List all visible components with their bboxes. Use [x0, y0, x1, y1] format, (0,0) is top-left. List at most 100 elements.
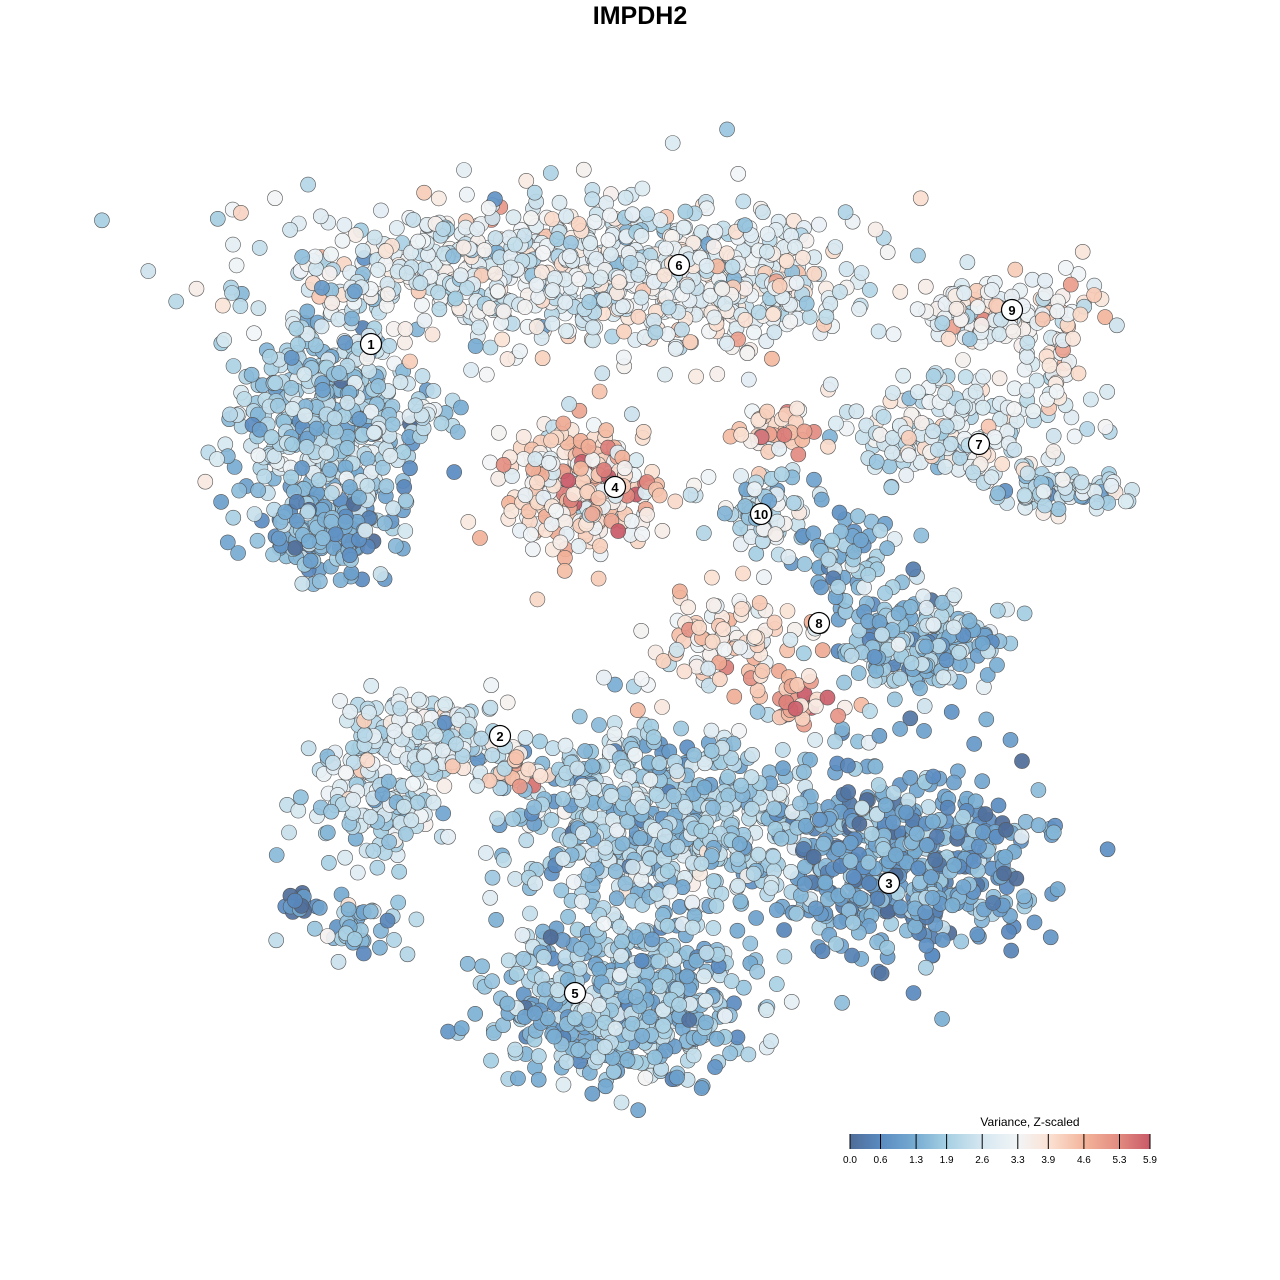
data-point [492, 780, 509, 797]
data-point [323, 485, 340, 501]
data-point [946, 857, 963, 873]
data-point [822, 376, 839, 393]
data-point [243, 366, 260, 383]
data-point [597, 1078, 614, 1095]
data-point [575, 825, 591, 842]
data-point [805, 849, 822, 865]
data-point [409, 794, 426, 811]
data-point [875, 409, 892, 425]
data-point [369, 859, 386, 876]
data-point [838, 261, 855, 277]
data-point [851, 301, 867, 317]
data-point [634, 799, 651, 815]
data-point [287, 540, 304, 556]
data-point [1034, 311, 1051, 328]
data-point [796, 876, 813, 892]
data-point [698, 258, 715, 274]
data-point [844, 947, 860, 964]
data-point [905, 561, 922, 578]
data-point [467, 1005, 484, 1022]
data-point [271, 530, 287, 547]
data-point [616, 323, 632, 340]
data-point [902, 710, 919, 727]
data-point [946, 587, 963, 604]
data-point [580, 866, 597, 883]
data-point [885, 785, 902, 801]
data-point [1037, 497, 1053, 514]
data-point [523, 526, 539, 543]
data-point [827, 733, 843, 750]
data-point [983, 469, 1000, 486]
data-point [472, 530, 488, 546]
data-point [1028, 372, 1045, 389]
data-point [571, 708, 588, 725]
points-layer [94, 121, 1140, 1118]
data-point [1073, 474, 1090, 491]
data-point [873, 965, 890, 982]
data-point [913, 527, 930, 544]
data-point [459, 723, 475, 739]
data-point [591, 997, 607, 1013]
data-point [213, 494, 229, 510]
legend-tick-label: 1.9 [940, 1155, 954, 1166]
data-point [965, 464, 981, 481]
data-point [1019, 348, 1035, 365]
data-point [935, 669, 952, 686]
data-point [490, 470, 507, 487]
color-legend: 0.0 0.6 1.3 1.9 2.6 3.3 3.9 4.6 5.3 5.9 [843, 1134, 1157, 1166]
data-point [256, 468, 273, 485]
data-point [584, 758, 601, 775]
data-point [696, 525, 712, 541]
data-point [733, 468, 749, 484]
data-point [572, 460, 589, 477]
data-point [556, 562, 573, 579]
data-point [705, 920, 722, 936]
data-point [337, 513, 354, 530]
data-point [225, 358, 242, 374]
data-point [633, 671, 650, 687]
data-point [623, 513, 640, 529]
data-point [768, 976, 785, 992]
data-point [940, 330, 957, 347]
data-point [1118, 493, 1134, 510]
data-point [1016, 361, 1033, 378]
data-point [758, 1002, 775, 1019]
data-point [430, 190, 447, 207]
data-point [408, 911, 425, 928]
data-point [813, 491, 830, 508]
data-point [1074, 244, 1091, 260]
data-point [346, 931, 363, 948]
cluster-label-text: 9 [1008, 303, 1015, 318]
data-point [326, 410, 343, 427]
data-point [627, 747, 643, 763]
data-point [551, 194, 568, 211]
data-point [750, 846, 767, 863]
data-point [737, 217, 753, 233]
data-point [494, 331, 511, 348]
data-point [251, 240, 268, 256]
data-point [580, 1012, 597, 1028]
data-point [484, 747, 501, 764]
data-point [925, 768, 942, 785]
data-point [703, 742, 720, 759]
data-point [233, 205, 249, 221]
data-point [806, 471, 822, 488]
data-point [787, 700, 804, 717]
data-point [518, 832, 535, 849]
data-point [591, 961, 608, 978]
data-point [943, 704, 960, 720]
data-point [924, 813, 941, 830]
data-point [543, 432, 559, 449]
data-point [719, 121, 735, 138]
data-point [529, 474, 545, 491]
data-point [828, 415, 844, 432]
data-point [290, 802, 307, 819]
data-point [719, 335, 735, 352]
data-point [1014, 753, 1030, 769]
data-point [946, 774, 962, 791]
data-point [532, 733, 548, 750]
data-point [511, 778, 528, 795]
data-point [830, 841, 847, 857]
data-point [733, 777, 749, 794]
data-point [765, 848, 782, 865]
